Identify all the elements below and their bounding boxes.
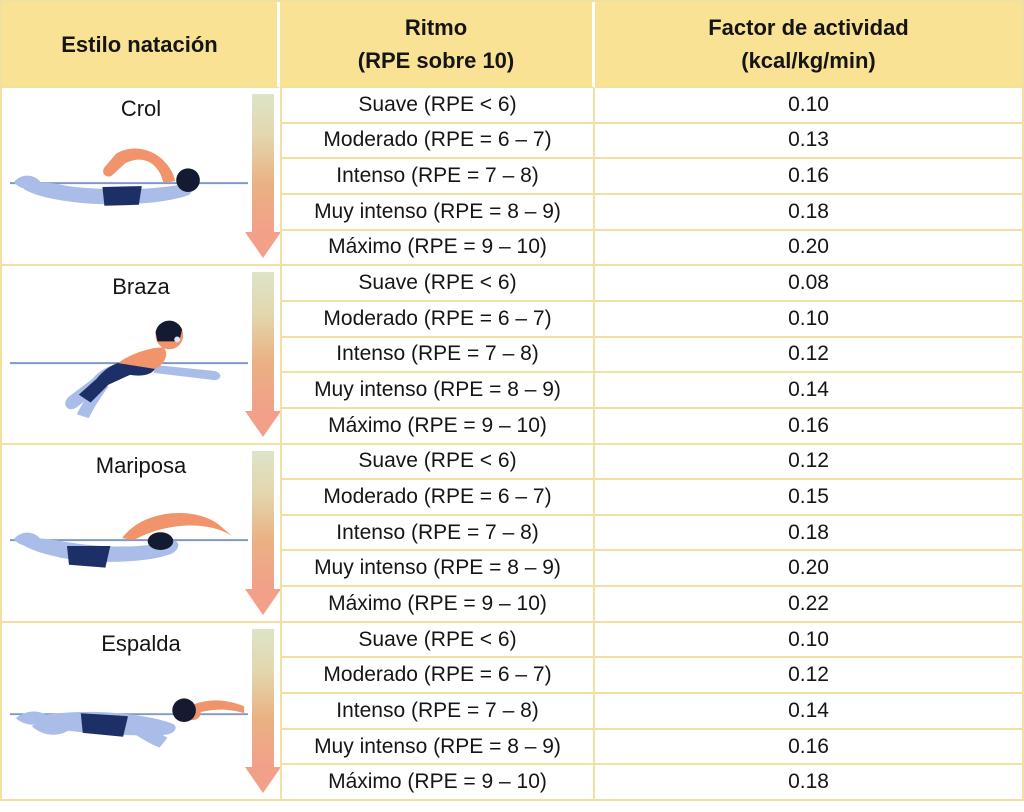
- mariposa-swimmer-icon: [9, 512, 249, 568]
- pace-value: Máximo (RPE = 9 – 10): [328, 591, 547, 615]
- header-estilo-natacion: Estilo natación: [2, 2, 280, 88]
- factor-value: 0.12: [595, 338, 1022, 374]
- pace-value: Moderado (RPE = 6 – 7): [282, 658, 593, 695]
- factor-value: 0.16: [595, 730, 1022, 766]
- factor-column-espalda: 0.10 0.12 0.14 0.16 0.18: [595, 622, 1022, 801]
- swim-trunks: [102, 186, 142, 206]
- header-estilo-line1: Estilo natación: [61, 31, 218, 57]
- factor-value: 0.16: [595, 159, 1022, 195]
- goggles: [174, 336, 181, 343]
- swimmer-torso: [118, 347, 167, 370]
- style-cell-crol: Crol: [2, 88, 280, 267]
- pace-value: Muy intenso (RPE = 8 – 9): [282, 730, 593, 766]
- factor-value: 0.18: [595, 195, 1022, 231]
- pace-column-crol: Suave (RPE < 6) Moderado (RPE = 6 – 7) I…: [280, 88, 595, 267]
- intensity-gradient-arrow-icon: [252, 450, 274, 589]
- pace-value: Moderado (RPE = 6 – 7): [282, 480, 593, 516]
- swim-trunks: [80, 712, 129, 737]
- crol-swimmer-icon: [9, 148, 249, 206]
- swimmer-arm: [189, 700, 245, 715]
- factor-value: 0.20: [788, 235, 829, 259]
- pace-value: Muy intenso (RPE = 8 – 9): [282, 551, 593, 588]
- style-cell-mariposa: Mariposa: [2, 445, 280, 623]
- pace-value: Moderado (RPE = 6 – 7): [282, 124, 593, 160]
- header-ritmo-line2: (RPE sobre 10): [357, 48, 515, 73]
- style-label-crol: Crol: [120, 96, 162, 121]
- intensity-gradient-arrow-icon: [252, 628, 274, 767]
- pace-value: Suave (RPE < 6): [282, 445, 593, 481]
- factor-value: 0.13: [595, 124, 1022, 160]
- factor-value: 0.20: [595, 551, 1022, 588]
- pace-value: Máximo (RPE = 9 – 10): [328, 235, 547, 259]
- swim-cap: [172, 698, 196, 722]
- factor-value: 0.10: [595, 302, 1022, 338]
- intensity-gradient-arrow-icon: [252, 272, 274, 411]
- factor-column-mariposa: 0.12 0.15 0.18 0.20 0.22: [595, 444, 1022, 623]
- style-cell-espalda: Espalda: [2, 623, 280, 801]
- espalda-swimmer-icon: [9, 698, 249, 748]
- swimmer-arm: [103, 148, 176, 184]
- style-label-espalda: Espalda: [101, 630, 181, 656]
- header-ritmo-line1: Ritmo: [404, 15, 468, 40]
- style-label-mariposa: Mariposa: [95, 452, 187, 478]
- swim-cap: [155, 320, 183, 342]
- factor-column-braza: 0.08 0.10 0.12 0.14 0.16: [595, 266, 1022, 445]
- header-factor-line2: (kcal/kg/min): [741, 48, 876, 73]
- factor-value: 0.15: [595, 480, 1022, 516]
- swimmer-arms-arch: [122, 512, 233, 540]
- factor-value: 0.12: [595, 658, 1022, 695]
- pace-value: Máximo (RPE = 9 – 10): [328, 770, 547, 794]
- pace-value: Muy intenso (RPE = 8 – 9): [282, 195, 593, 231]
- pace-value: Intenso (RPE = 7 – 8): [282, 516, 593, 552]
- pace-value: Intenso (RPE = 7 – 8): [282, 694, 593, 730]
- header-factor-line1: Factor de actividad: [708, 15, 909, 40]
- swimmer-head: [147, 531, 174, 550]
- pace-value: Suave (RPE < 6): [282, 623, 593, 659]
- pace-column-espalda: Suave (RPE < 6) Moderado (RPE = 6 – 7) I…: [280, 622, 595, 801]
- pace-column-mariposa: Suave (RPE < 6) Moderado (RPE = 6 – 7) I…: [280, 444, 595, 623]
- factor-value: 0.10: [595, 88, 1022, 124]
- swimmer-head: [176, 168, 200, 192]
- factor-value: 0.22: [788, 591, 829, 615]
- swim-pants: [78, 361, 156, 403]
- pace-value: Intenso (RPE = 7 – 8): [282, 159, 593, 195]
- braza-swimmer-icon: [9, 320, 249, 419]
- factor-value: 0.12: [595, 445, 1022, 481]
- header-ritmo: Ritmo (RPE sobre 10): [280, 2, 595, 88]
- pace-value: Muy intenso (RPE = 8 – 9): [282, 373, 593, 409]
- pace-value: Suave (RPE < 6): [282, 266, 593, 302]
- pace-column-braza: Suave (RPE < 6) Moderado (RPE = 6 – 7) I…: [280, 266, 595, 445]
- header-factor-actividad: Factor de actividad (kcal/kg/min): [595, 2, 1022, 88]
- style-cell-braza: Braza: [2, 266, 280, 445]
- pace-value: Intenso (RPE = 7 – 8): [282, 338, 593, 374]
- factor-value: 0.18: [788, 770, 829, 794]
- factor-value: 0.10: [595, 623, 1022, 659]
- pace-value: Máximo (RPE = 9 – 10): [328, 413, 547, 437]
- swimmer-arms: [153, 365, 221, 381]
- factor-value: 0.16: [788, 413, 829, 437]
- pace-value: Suave (RPE < 6): [282, 88, 593, 124]
- swim-trunks: [67, 545, 111, 568]
- pace-value: Moderado (RPE = 6 – 7): [282, 302, 593, 338]
- factor-value: 0.18: [595, 516, 1022, 552]
- factor-value: 0.14: [595, 694, 1022, 730]
- intensity-gradient-arrow-icon: [252, 94, 274, 233]
- factor-value: 0.08: [595, 266, 1022, 302]
- factor-column-crol: 0.10 0.13 0.16 0.18 0.20: [595, 88, 1022, 267]
- factor-value: 0.14: [595, 373, 1022, 409]
- style-label-braza: Braza: [112, 274, 170, 300]
